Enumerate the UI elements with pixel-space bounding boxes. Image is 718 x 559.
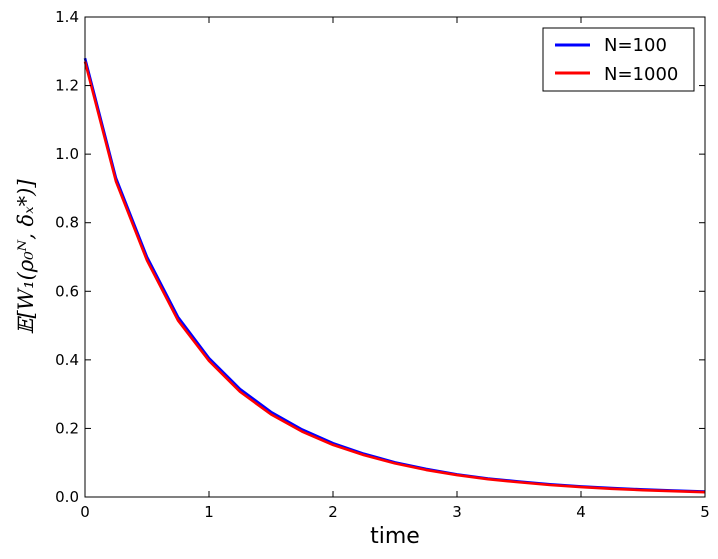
x-tick-labels: 0 1 2 3 4 5: [80, 503, 710, 521]
y-tick-label: 0.4: [55, 351, 79, 369]
x-tick-label: 2: [328, 503, 338, 521]
legend: N=100 N=1000: [542, 27, 695, 92]
y-tick-labels: 0.0 0.2 0.4 0.6 0.8 1.0 1.2 1.4: [55, 8, 79, 506]
plot-frame: [84, 16, 706, 498]
y-tick-label: 0.6: [55, 282, 79, 300]
x-tick-label: 5: [700, 503, 710, 521]
x-tick-label: 1: [204, 503, 214, 521]
plot-background: [85, 17, 705, 497]
x-tick-label: 4: [576, 503, 586, 521]
legend-label-n100: N=100: [604, 35, 667, 56]
y-tick-label: 1.2: [55, 77, 79, 95]
x-axis-title: time: [370, 524, 420, 549]
y-tick-label: 1.4: [55, 8, 79, 26]
y-axis-title: 𝔼[W₁(ρ₀ᴺ, δₓ*)]: [14, 179, 38, 335]
x-tick-label: 3: [452, 503, 462, 521]
legend-label-n1000: N=1000: [604, 64, 678, 85]
y-tick-label: 0.2: [55, 419, 79, 437]
legend-box: [542, 27, 695, 92]
x-tick-label: 0: [80, 503, 90, 521]
y-tick-label: 0.8: [55, 214, 79, 232]
y-tick-label: 0.0: [55, 488, 79, 506]
series-layer: [83, 57, 706, 494]
y-tick-label: 1.0: [55, 145, 79, 163]
series-line-n-1000: [83, 61, 706, 494]
